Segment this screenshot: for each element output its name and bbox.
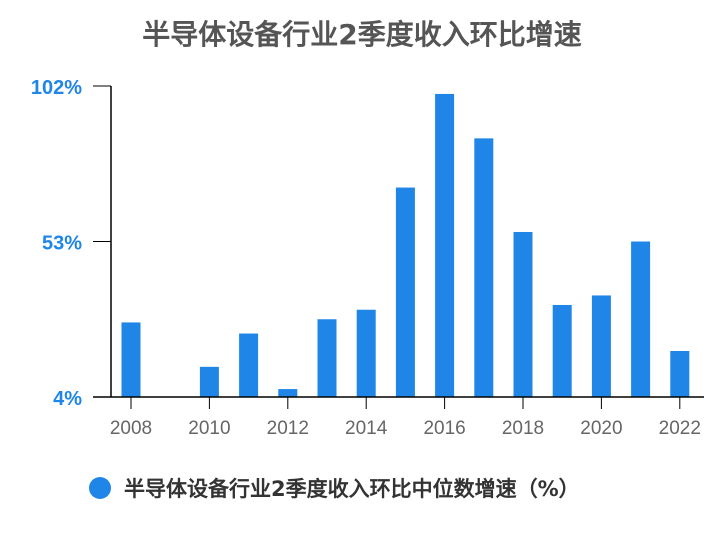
legend-marker — [89, 477, 111, 499]
bar-2015 — [395, 187, 415, 397]
bar-2010 — [199, 366, 219, 397]
bar-2018 — [513, 231, 533, 397]
y-tick-label: 102% — [31, 77, 82, 99]
x-tick-label: 2008 — [110, 418, 152, 439]
bar-2022 — [670, 350, 690, 397]
bar-2011 — [239, 333, 259, 397]
bar-2020 — [591, 295, 611, 397]
x-tick-label: 2012 — [267, 418, 309, 439]
y-tick-label: 4% — [53, 388, 82, 410]
bar-2014 — [356, 309, 376, 397]
bar-2012 — [278, 389, 298, 397]
bar-2013 — [317, 319, 337, 397]
x-tick-label: 2014 — [345, 418, 388, 439]
chart-title: 半导体设备行业2季度收入环比增速 — [142, 18, 581, 51]
x-tick-label: 2010 — [188, 418, 230, 439]
x-tick-label: 2016 — [423, 418, 465, 439]
bar-2017 — [474, 138, 494, 397]
bar-2016 — [435, 93, 455, 398]
y-tick-label: 53% — [42, 233, 82, 255]
x-tick-label: 2022 — [659, 418, 701, 439]
bar-2019 — [552, 304, 572, 397]
x-tick-label: 2018 — [502, 418, 544, 439]
bar-2008 — [121, 322, 141, 397]
legend-label: 半导体设备行业2季度收入环比中位数增速（%） — [124, 477, 580, 501]
bar-2021 — [631, 241, 651, 397]
x-tick-label: 2020 — [580, 418, 622, 439]
